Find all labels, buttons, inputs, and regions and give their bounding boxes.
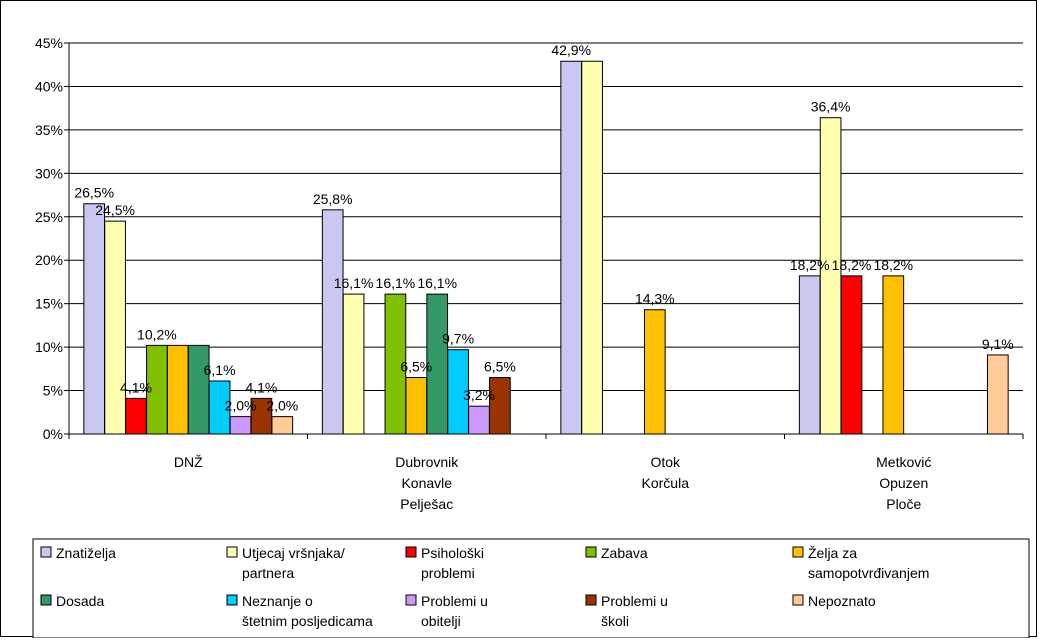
x-tick-label: Ploče [886, 496, 921, 512]
legend-label: partnera [242, 565, 294, 581]
bar [560, 60, 583, 435]
data-label: 10,2% [137, 326, 177, 342]
y-axis-ticks: 0% 5% 10% 15% 20% 25% 30% 35% 40% 45% [35, 35, 63, 442]
x-tick-label: DNŽ [174, 454, 203, 470]
data-label: 3,2% [463, 387, 495, 403]
y-tick-label: 25% [35, 209, 63, 225]
data-labels: 26,5% 25,8% 42,9% 18,2% 24,5% 16,1% 36,4% 4,1% 1… [74, 42, 1013, 413]
legend-swatch [585, 546, 597, 558]
data-label: 2,0% [266, 398, 298, 414]
bar [581, 60, 603, 435]
data-label: 16,1% [376, 275, 416, 291]
legend-swatch [226, 594, 238, 606]
y-tick-label: 5% [43, 383, 63, 399]
y-tick-label: 15% [35, 296, 63, 312]
legend-label: Zabava [601, 545, 648, 561]
legend-label: Dosada [56, 593, 104, 609]
legend-label: Nepoznato [808, 593, 876, 609]
bar [405, 377, 428, 435]
legend-swatch [405, 594, 417, 606]
bars [83, 60, 1009, 435]
legend-swatch [585, 594, 597, 606]
bar [271, 416, 294, 435]
bar [125, 397, 147, 435]
bar [468, 405, 490, 435]
data-label: 6,1% [204, 362, 236, 378]
data-label: 4,1% [245, 379, 277, 395]
legend-swatch [226, 546, 238, 558]
bar [229, 416, 252, 435]
bar [643, 309, 666, 435]
bar [342, 293, 365, 435]
data-label: 2,0% [225, 398, 257, 414]
data-label: 6,5% [400, 359, 432, 375]
x-axis-ticks: DNŽ Dubrovnik Konavle Pelješac Otok Korčula Me… [174, 454, 932, 512]
bar [187, 344, 210, 435]
y-tick-label: 45% [35, 35, 63, 51]
data-label: 36,4% [811, 99, 851, 115]
legend-label: Problemi u [421, 593, 488, 609]
data-label: 24,5% [95, 202, 135, 218]
data-label: 16,1% [334, 275, 374, 291]
bar [166, 344, 189, 435]
x-tick-label: Metković [876, 454, 931, 470]
data-label: 16,1% [417, 275, 457, 291]
legend-swatch [405, 546, 417, 558]
y-tick-label: 20% [35, 252, 63, 268]
legend-label: Problemi u [601, 593, 668, 609]
legend-label: problemi [421, 565, 475, 581]
legend-label: Utjecaj vršnjaka/ [242, 545, 345, 561]
bar [840, 275, 863, 435]
x-tick-label: Konavle [401, 475, 452, 491]
data-label: 18,2% [832, 257, 872, 273]
legend-label: Psihološki [421, 545, 484, 561]
bar [986, 354, 1009, 435]
x-tick-label: Opuzen [879, 475, 928, 491]
legend-label: Neznanje o [242, 593, 313, 609]
legend-label: štetnim posljedicama [242, 613, 373, 629]
bar [798, 275, 821, 435]
legend-label: Znatiželja [56, 545, 116, 561]
data-label: 25,8% [313, 191, 353, 207]
data-label: 26,5% [74, 185, 114, 201]
data-label: 18,2% [790, 257, 830, 273]
data-label: 42,9% [551, 42, 591, 58]
legend-swatch [792, 594, 804, 606]
bar [882, 275, 905, 435]
legend-swatch [792, 546, 804, 558]
y-tick-label: 30% [35, 165, 63, 181]
y-tick-label: 0% [43, 426, 63, 442]
data-label: 9,7% [442, 331, 474, 347]
bar [489, 377, 511, 435]
legend-label: obitelji [421, 613, 461, 629]
legend: Znatiželja Utjecaj vršnjaka/partnera Psiho… [32, 538, 1030, 639]
data-label: 14,3% [635, 291, 675, 307]
data-label: 9,1% [982, 336, 1014, 352]
data-label: 4,1% [120, 379, 152, 395]
legend-swatch [40, 594, 52, 606]
bar [104, 220, 126, 435]
x-tick-label: Dubrovnik [395, 454, 459, 470]
legend-box [32, 538, 1030, 639]
x-tick-label: Pelješac [400, 496, 453, 512]
y-tick-label: 35% [35, 122, 63, 138]
y-tick-label: 10% [35, 339, 63, 355]
axes [68, 43, 1024, 439]
legend-label: Želja za [808, 545, 857, 561]
bar [83, 203, 106, 435]
bar [819, 117, 842, 435]
x-tick-label: Korčula [642, 475, 690, 491]
legend-swatch [40, 546, 52, 558]
x-tick-label: Otok [650, 454, 681, 470]
data-label: 6,5% [484, 359, 516, 375]
y-tick-label: 40% [35, 78, 63, 94]
legend-label: samopotvrđivanjem [808, 565, 929, 581]
legend-label: školi [601, 613, 629, 629]
bar [321, 209, 344, 435]
data-label: 18,2% [873, 257, 913, 273]
